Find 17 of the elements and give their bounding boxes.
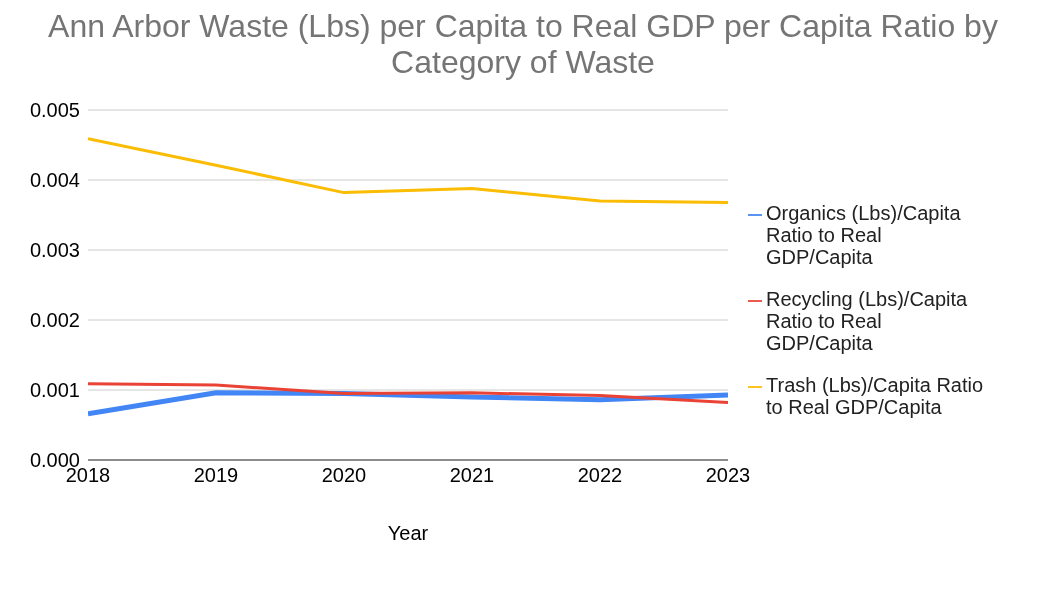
x-tick-label: 2022 [577,464,623,487]
y-tick-label: 0.002 [29,309,80,332]
x-tick-label: 2020 [321,464,367,487]
legend-label: Trash (Lbs)/Capita Ratio to Real GDP/Capita [766,374,985,418]
y-tick-label: 0.004 [29,169,80,192]
y-tick-label: 0.005 [29,99,80,122]
x-tick-label: 2023 [705,464,751,487]
line-series [88,137,728,204]
x-tick-label: 2019 [193,464,239,487]
chart-title: Ann Arbor Waste (Lbs) per Capita to Real GDP per Capita Ratio by Category of Waste [47,8,999,80]
line-series [88,382,728,405]
y-tick-label: 0.003 [29,239,80,262]
legend-label: Organics (Lbs)/Capita Ratio to Real GDP/Capita [766,202,962,268]
y-tick-label: 0.001 [29,379,80,402]
legend-label: Recycling (Lbs)/Capita Ratio to Real GDP/Capita [766,288,969,354]
x-tick-label: 2021 [449,464,495,487]
x-axis-title: Year [387,522,429,544]
